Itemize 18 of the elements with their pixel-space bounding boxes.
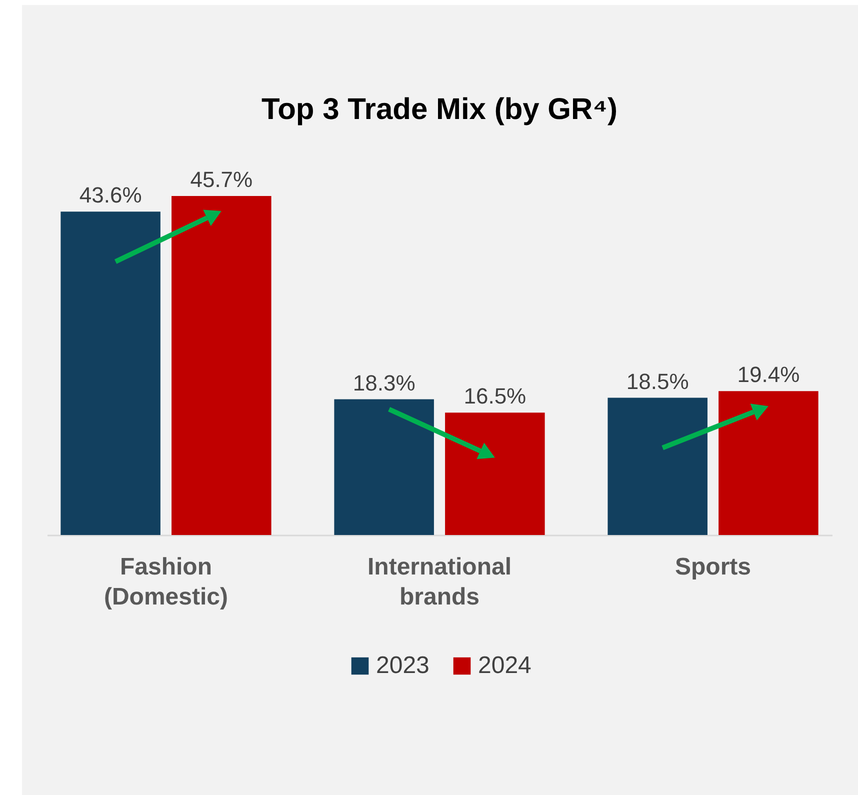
data-label: 19.4% [737, 362, 800, 388]
bar [445, 412, 545, 535]
chart-title: Top 3 Trade Mix (by GR⁴) [262, 93, 618, 126]
x-tick-label: Sports [675, 554, 752, 580]
data-label: 43.6% [79, 182, 142, 208]
x-tick-label: Fashion (Domestic) [104, 554, 228, 610]
bar [172, 196, 272, 535]
data-label: 18.3% [352, 370, 416, 396]
legend-label: 2024 [478, 652, 532, 679]
x-tick-label: International brands [367, 554, 512, 610]
data-label: 16.5% [464, 384, 526, 409]
bar [60, 212, 160, 535]
data-label: 45.7% [190, 167, 253, 192]
legend-label: 2023 [376, 652, 430, 679]
bar [334, 399, 434, 535]
bar [608, 398, 708, 535]
data-label: 18.5% [626, 368, 689, 394]
bar [718, 391, 818, 535]
